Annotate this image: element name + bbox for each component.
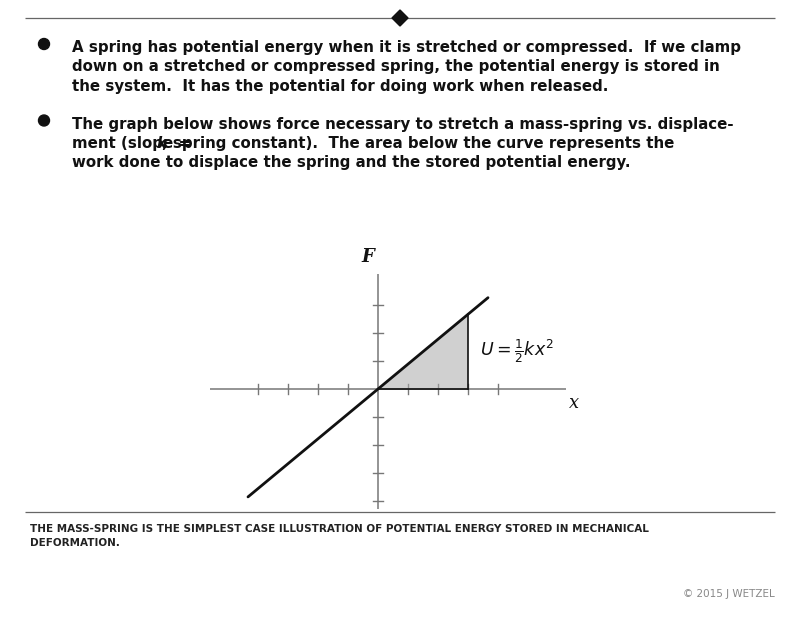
Text: $U = \frac{1}{2}kx^2$: $U = \frac{1}{2}kx^2$ [480,338,554,365]
Polygon shape [378,314,468,389]
Text: k: k [157,136,166,151]
Circle shape [38,38,50,49]
Circle shape [38,115,50,126]
Text: DEFORMATION.: DEFORMATION. [30,538,120,548]
Text: ment (slope =: ment (slope = [72,136,196,151]
Text: work done to displace the spring and the stored potential energy.: work done to displace the spring and the… [72,155,630,170]
Text: A spring has potential energy when it is stretched or compressed.  If we clamp: A spring has potential energy when it is… [72,40,741,55]
Text: F: F [362,248,374,266]
Polygon shape [392,10,408,26]
Text: © 2015 J WETZEL: © 2015 J WETZEL [683,589,775,599]
Text: , spring constant).  The area below the curve represents the: , spring constant). The area below the c… [162,136,674,151]
Text: x: x [569,394,579,412]
Text: The graph below shows force necessary to stretch a mass-spring vs. displace-: The graph below shows force necessary to… [72,117,734,131]
Text: down on a stretched or compressed spring, the potential energy is stored in: down on a stretched or compressed spring… [72,59,720,75]
Text: the system.  It has the potential for doing work when released.: the system. It has the potential for doi… [72,79,608,94]
Text: THE MASS-SPRING IS THE SIMPLEST CASE ILLUSTRATION OF POTENTIAL ENERGY STORED IN : THE MASS-SPRING IS THE SIMPLEST CASE ILL… [30,524,649,534]
